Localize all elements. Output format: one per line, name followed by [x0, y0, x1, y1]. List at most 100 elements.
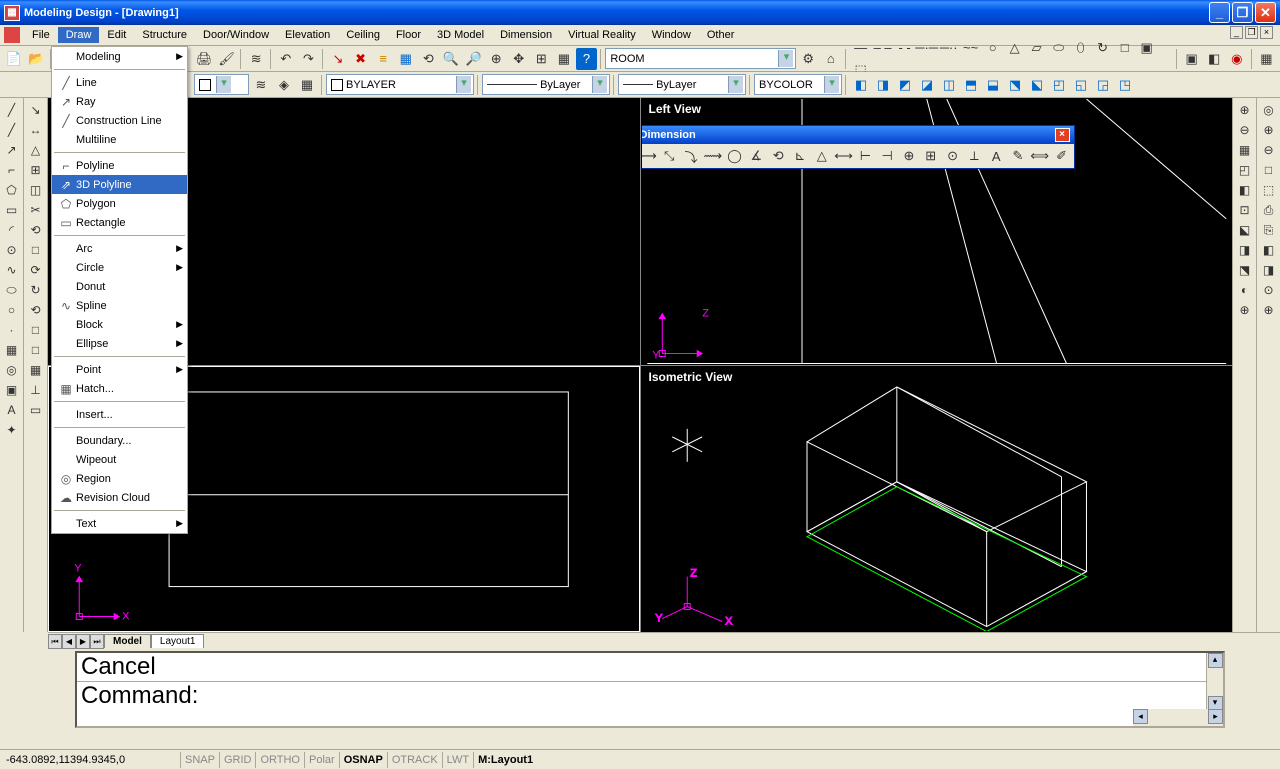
tool-icon[interactable]: ⎘: [1259, 220, 1279, 240]
tb-icon[interactable]: ⊞: [531, 48, 553, 70]
command-window[interactable]: Cancel Command: ▴ ▾ ◂▸: [75, 651, 1225, 728]
dimension-close[interactable]: ×: [1055, 128, 1070, 142]
linetype-icon[interactable]: ~~: [960, 36, 982, 58]
room-combo[interactable]: ROOM ▾: [605, 48, 796, 69]
layer-icon[interactable]: ◈: [273, 74, 295, 96]
tool-icon[interactable]: ↗: [2, 140, 22, 160]
dimension-toolbar-header[interactable]: Dimension ×: [641, 126, 1074, 144]
tool-icon[interactable]: ∿: [2, 260, 22, 280]
mdi-min[interactable]: _: [1230, 26, 1243, 39]
layer-icon[interactable]: ≋: [250, 74, 272, 96]
linetype-icon[interactable]: △: [1004, 37, 1026, 59]
tool-icon[interactable]: ▣: [2, 380, 22, 400]
tool-icon[interactable]: ⬕: [1235, 220, 1255, 240]
tb-icon[interactable]: ◉: [1226, 48, 1248, 70]
menu-item-3d-polyline[interactable]: ⇗3D Polyline: [52, 175, 187, 194]
tool-icon[interactable]: ⊡: [1235, 200, 1255, 220]
tool-icon[interactable]: ◎: [2, 360, 22, 380]
view-cube-icon[interactable]: ◫: [938, 74, 960, 96]
tb-icon[interactable]: ↘: [327, 48, 349, 70]
print-button[interactable]: 🖨: [193, 48, 215, 70]
view-cube-icon[interactable]: ⬕: [1026, 74, 1048, 96]
menu-other[interactable]: Other: [699, 27, 743, 43]
tool-icon[interactable]: ▦: [1235, 140, 1255, 160]
tool-icon[interactable]: ⊙: [1259, 280, 1279, 300]
tool-icon[interactable]: ◨: [1235, 240, 1255, 260]
command-prompt[interactable]: Command:: [77, 682, 1223, 710]
tool-icon[interactable]: ·: [2, 320, 22, 340]
tool-icon[interactable]: ╱: [2, 100, 22, 120]
dimension-tool-icon[interactable]: ⊾: [789, 145, 811, 167]
menu-item-boundary---[interactable]: Boundary...: [52, 431, 187, 450]
tool-icon[interactable]: ▦: [2, 340, 22, 360]
tool-icon[interactable]: ⊙: [2, 240, 22, 260]
menu-structure[interactable]: Structure: [134, 27, 195, 43]
dimension-tool-icon[interactable]: ⟺: [1029, 145, 1051, 167]
menu-item-ellipse[interactable]: Ellipse▶: [52, 334, 187, 353]
menu-item-text[interactable]: Text▶: [52, 514, 187, 533]
status-grid[interactable]: GRID: [219, 752, 256, 768]
tool-icon[interactable]: ✂: [26, 200, 46, 220]
menu-item-modeling[interactable]: Modeling▶: [52, 47, 187, 66]
menu-item-arc[interactable]: Arc▶: [52, 239, 187, 258]
dimension-tool-icon[interactable]: ⊕: [898, 145, 920, 167]
linetype-icon[interactable]: – –: [872, 36, 894, 58]
menu-item-ray[interactable]: ↗Ray: [52, 92, 187, 111]
viewport-top-right[interactable]: Left View Z Y Dimension ×: [641, 98, 1233, 365]
menu-item-region[interactable]: ◎Region: [52, 469, 187, 488]
tb-icon[interactable]: ⌂: [820, 48, 842, 70]
tool-icon[interactable]: ▦: [26, 360, 46, 380]
dimension-toolbar[interactable]: Dimension × ⟼⤡⤵⟿◯∡⟲⊾△⟷⊢⊣⊕⊞⊙⟂A✎⟺✐: [641, 125, 1075, 169]
menu-item-revision-cloud[interactable]: ☁Revision Cloud: [52, 488, 187, 507]
tool-icon[interactable]: ◨: [1259, 260, 1279, 280]
dimension-tool-icon[interactable]: ⊙: [942, 145, 964, 167]
view-cube-icon[interactable]: ◱: [1070, 74, 1092, 96]
dimension-tool-icon[interactable]: ⟷: [833, 145, 855, 167]
dimension-tool-icon[interactable]: △: [811, 145, 833, 167]
tool-icon[interactable]: ⊕: [1235, 100, 1255, 120]
tool-icon[interactable]: A: [2, 400, 22, 420]
tool-icon[interactable]: ↘: [26, 100, 46, 120]
dimension-tool-icon[interactable]: ⤵: [680, 145, 702, 167]
linetype-icon[interactable]: ⬭: [1048, 37, 1070, 59]
menu-item-multiline[interactable]: Multiline: [52, 130, 187, 149]
draw-menu-dropdown[interactable]: Modeling▶╱Line↗Ray╱Construction LineMult…: [51, 46, 188, 534]
tab-next[interactable]: ▶: [76, 634, 90, 649]
view-cube-icon[interactable]: ◳: [1114, 74, 1136, 96]
layer-combo[interactable]: BYLAYER ▾: [326, 74, 474, 95]
linetype-icon[interactable]: ⬯: [1070, 37, 1092, 59]
tool-icon[interactable]: ╱: [2, 120, 22, 140]
command-vscroll[interactable]: ▴ ▾: [1206, 653, 1223, 709]
view-cube-icon[interactable]: ⬒: [960, 74, 982, 96]
menu-file[interactable]: File: [24, 27, 58, 43]
status-osnap[interactable]: OSNAP: [339, 752, 387, 768]
tool-icon[interactable]: ⊕: [1259, 120, 1279, 140]
dimension-tool-icon[interactable]: ✎: [1007, 145, 1029, 167]
linetype-icon[interactable]: □: [1114, 36, 1136, 58]
menu-virtualreality[interactable]: Virtual Reality: [560, 27, 644, 43]
minimize-button[interactable]: _: [1209, 2, 1230, 23]
tb-icon[interactable]: ▦: [395, 48, 417, 70]
tb-icon[interactable]: ✖: [350, 48, 372, 70]
menu-window[interactable]: Window: [644, 27, 699, 43]
dimension-tool-icon[interactable]: ⤡: [658, 145, 680, 167]
dimension-tool-icon[interactable]: ∡: [745, 145, 767, 167]
close-button[interactable]: ✕: [1255, 2, 1276, 23]
tab-first[interactable]: ⏮: [48, 634, 62, 649]
zoom-window[interactable]: 🔎: [463, 48, 485, 70]
view-cube-icon[interactable]: ◰: [1048, 74, 1070, 96]
linetype-icon[interactable]: ↻: [1092, 37, 1114, 59]
tool-icon[interactable]: △: [26, 140, 46, 160]
tool-icon[interactable]: ✦: [2, 420, 22, 440]
dimension-tool-icon[interactable]: ⊞: [920, 145, 942, 167]
layers-button[interactable]: ≋: [245, 48, 267, 70]
tool-icon[interactable]: ⊕: [1259, 300, 1279, 320]
open-button[interactable]: 📂: [26, 48, 48, 70]
tool-icon[interactable]: □: [26, 320, 46, 340]
tool-icon[interactable]: ⊥: [26, 380, 46, 400]
redo-button[interactable]: ↷: [298, 48, 320, 70]
tool-icon[interactable]: ▭: [2, 200, 22, 220]
tool-icon[interactable]: □: [26, 240, 46, 260]
zoom-prev[interactable]: ⊕: [485, 48, 507, 70]
tool-icon[interactable]: ⊖: [1235, 120, 1255, 140]
